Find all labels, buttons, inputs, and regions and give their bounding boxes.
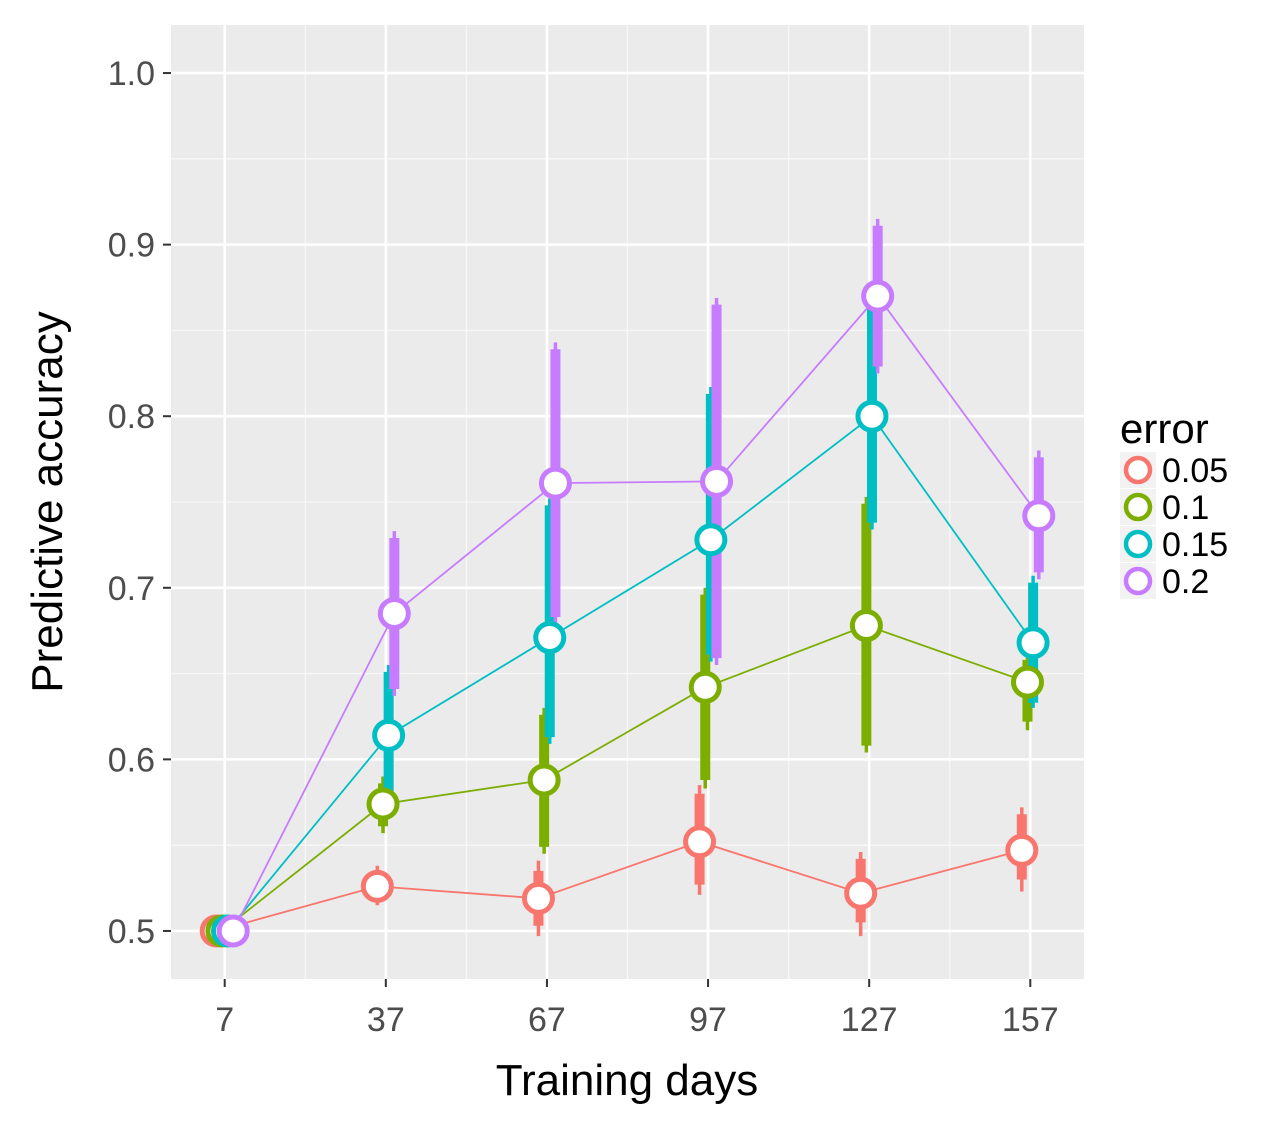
data-point	[1016, 626, 1050, 660]
series-line	[215, 840, 1023, 932]
x-tick-label: 67	[528, 1001, 566, 1039]
data-point	[216, 914, 250, 948]
data-point	[688, 670, 722, 704]
series-points	[199, 279, 1056, 948]
y-tick-label: 0.8	[108, 398, 155, 436]
legend-label: 0.15	[1162, 526, 1228, 564]
data-point	[861, 279, 895, 313]
y-tick-label: 0.5	[108, 913, 155, 951]
x-tick-label: 7	[215, 1001, 234, 1039]
legend-title: error	[1120, 405, 1209, 452]
legend-label: 0.2	[1162, 563, 1209, 601]
data-point	[844, 876, 878, 910]
x-axis-title: Training days	[496, 1056, 759, 1105]
legend-key-0_05	[1123, 455, 1153, 485]
x-tick-label: 157	[1002, 1001, 1059, 1039]
data-point	[1005, 833, 1039, 867]
y-tick-label: 0.9	[108, 227, 155, 265]
data-point	[1022, 499, 1056, 533]
data-point	[366, 787, 400, 821]
data-point	[700, 464, 734, 498]
legend-label: 0.1	[1162, 489, 1209, 527]
x-axis: 7 37 67 97 127 157	[215, 979, 1059, 1039]
data-point	[855, 399, 889, 433]
data-point	[377, 597, 411, 631]
data-point	[694, 523, 728, 557]
legend-key-0_2	[1123, 566, 1153, 596]
legend-key-0_15	[1123, 529, 1153, 559]
legend-label: 0.05	[1162, 452, 1228, 490]
data-point	[849, 609, 883, 643]
y-axis: 0.5 0.6 0.7 0.8 0.9 1.0	[108, 55, 171, 951]
y-tick-label: 1.0	[108, 55, 155, 93]
legend: error 0.050.10.150.2	[1120, 405, 1228, 601]
series-line	[221, 624, 1028, 932]
data-point	[360, 869, 394, 903]
y-tick-label: 0.6	[108, 741, 155, 779]
x-tick-label: 127	[841, 1001, 898, 1039]
data-point	[538, 466, 572, 500]
series-line	[226, 414, 1034, 932]
data-point	[533, 621, 567, 655]
series-lines	[215, 294, 1040, 932]
legend-key-0_1	[1123, 492, 1153, 522]
data-point	[1010, 665, 1044, 699]
x-tick-label: 37	[367, 1001, 405, 1039]
x-tick-label: 97	[689, 1001, 727, 1039]
data-point	[527, 763, 561, 797]
data-point	[521, 881, 555, 915]
y-tick-label: 0.7	[108, 570, 155, 608]
series-line	[232, 294, 1040, 932]
data-point	[372, 718, 406, 752]
data-point	[683, 825, 717, 859]
y-axis-title: Predictive accuracy	[23, 311, 72, 692]
